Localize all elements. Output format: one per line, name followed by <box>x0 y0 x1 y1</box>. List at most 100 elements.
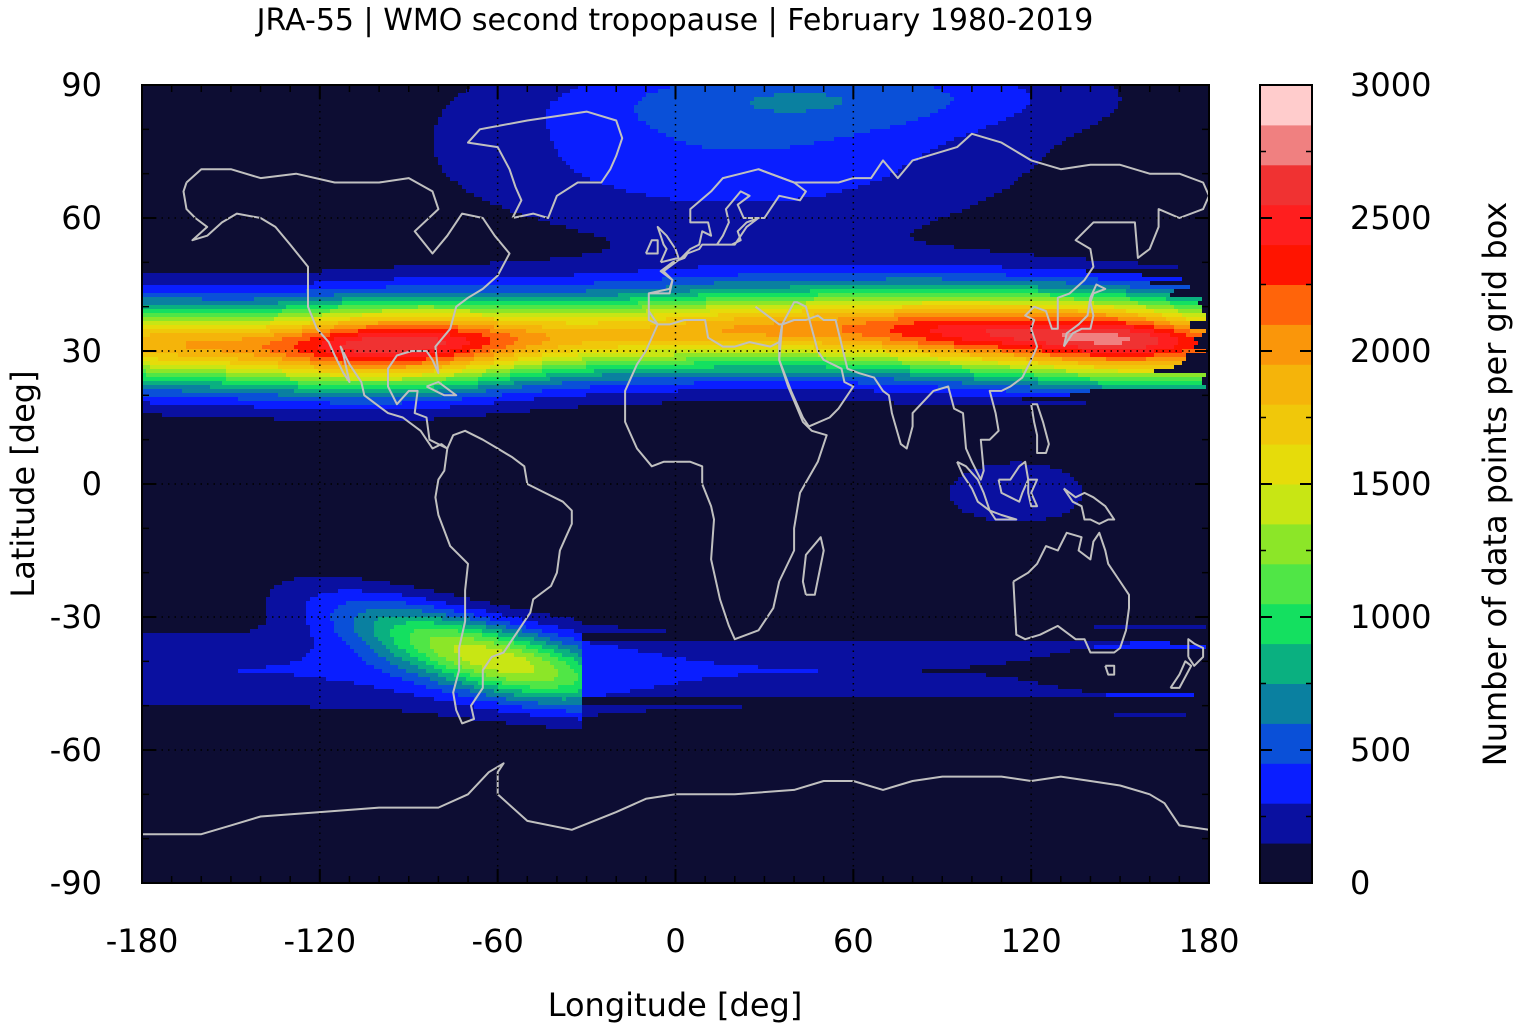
coastline-path <box>644 239 659 255</box>
contour-cell <box>338 357 426 361</box>
contour-cell <box>590 177 882 181</box>
contour-cell <box>526 645 542 649</box>
contour-cell <box>142 309 282 313</box>
contour-cell <box>562 93 646 97</box>
contour-cell <box>990 333 1062 337</box>
contour-cell <box>578 673 582 677</box>
contour-cell <box>1030 385 1102 389</box>
contour-cell <box>754 97 842 101</box>
contour-cell <box>662 277 886 281</box>
contour-cell <box>514 653 534 657</box>
contour-cell <box>542 325 650 329</box>
contour-cell <box>354 649 374 653</box>
contour-cell <box>454 97 558 101</box>
contour-cell <box>142 313 278 317</box>
contour-cell <box>334 625 354 629</box>
contour-cell <box>334 325 366 329</box>
contour-cell <box>1170 301 1198 305</box>
contour-cell <box>282 357 310 361</box>
contour-cell <box>270 321 310 325</box>
contour-cell <box>1010 365 1054 369</box>
contour-cell <box>1150 333 1170 337</box>
contour-cell <box>314 641 346 645</box>
contour-cell <box>446 613 474 617</box>
contour-cell <box>546 109 634 113</box>
contour-cell <box>478 381 514 385</box>
contour-cell <box>290 661 366 665</box>
contour-cell <box>1174 345 1194 349</box>
contour-cell <box>534 397 1022 401</box>
contour-cell <box>1146 345 1174 349</box>
contour-cell <box>366 325 458 329</box>
contour-cell <box>434 305 642 309</box>
contour-cell <box>938 357 982 361</box>
contour-cell <box>542 389 678 393</box>
contour-cell <box>582 649 638 653</box>
contour-cell <box>478 681 502 685</box>
contour-cell <box>318 593 402 597</box>
contour-cell <box>1078 361 1182 365</box>
contour-cell <box>494 353 514 357</box>
contour-cell <box>142 353 178 357</box>
contour-cell <box>342 345 438 349</box>
contour-cell <box>346 341 446 345</box>
chart-title: JRA-55 | WMO second tropopause | Februar… <box>255 3 1094 38</box>
contour-cell <box>858 381 962 385</box>
contour-cell <box>954 501 1078 505</box>
contour-cell <box>582 709 646 713</box>
contour-cell <box>394 689 442 693</box>
x-tick-label: -180 <box>106 922 179 960</box>
contour-cell <box>406 365 442 369</box>
contour-cell <box>150 365 226 369</box>
contour-cell <box>462 345 482 349</box>
contour-cell <box>438 389 486 393</box>
contour-cell <box>454 357 474 361</box>
contour-cell <box>350 317 494 321</box>
contour-cell <box>1130 641 1170 645</box>
contour-cell <box>638 269 1086 273</box>
contour-cell <box>1066 337 1130 341</box>
contour-cell <box>338 605 434 609</box>
contour-cell <box>362 589 434 593</box>
contour-cell <box>894 401 1086 405</box>
contour-cell <box>382 309 470 313</box>
contour-cell <box>886 277 942 281</box>
contour-cell <box>950 393 1070 397</box>
contour-cell <box>490 349 514 353</box>
contour-cell <box>1178 309 1202 313</box>
contour-cell <box>274 333 302 337</box>
contour-cell <box>578 229 914 233</box>
contour-cell <box>1034 373 1078 377</box>
contour-cell <box>558 149 930 153</box>
contour-cell <box>494 357 518 361</box>
contour-cell <box>434 149 558 153</box>
contour-cell <box>1118 317 1146 321</box>
contour-cell <box>982 465 1050 469</box>
contour-cell <box>558 685 582 689</box>
contour-cell <box>142 305 286 309</box>
contour-cell <box>586 365 714 369</box>
contour-cell <box>650 325 734 329</box>
contour-cell <box>842 329 890 333</box>
contour-cell <box>574 637 582 641</box>
contour-cell <box>402 677 430 681</box>
contour-cell <box>142 341 186 345</box>
contour-cell <box>534 665 554 669</box>
contour-cell <box>1042 349 1082 353</box>
contour-cell <box>310 649 354 653</box>
contour-cell <box>578 353 674 357</box>
contour-cell <box>142 381 222 385</box>
contour-cell <box>550 637 574 641</box>
contour-cell <box>882 341 918 345</box>
contour-cell <box>330 309 382 313</box>
contour-cell <box>146 369 226 373</box>
contour-cell <box>414 645 430 649</box>
contour-cell <box>390 673 418 677</box>
contour-cell <box>474 669 498 673</box>
contour-cell <box>562 157 918 161</box>
colorbar-tick-label: 500 <box>1350 731 1411 769</box>
contour-cell <box>630 689 1082 693</box>
contour-cell <box>558 657 574 661</box>
contour-cell <box>1014 353 1050 357</box>
contour-cell <box>302 329 330 333</box>
